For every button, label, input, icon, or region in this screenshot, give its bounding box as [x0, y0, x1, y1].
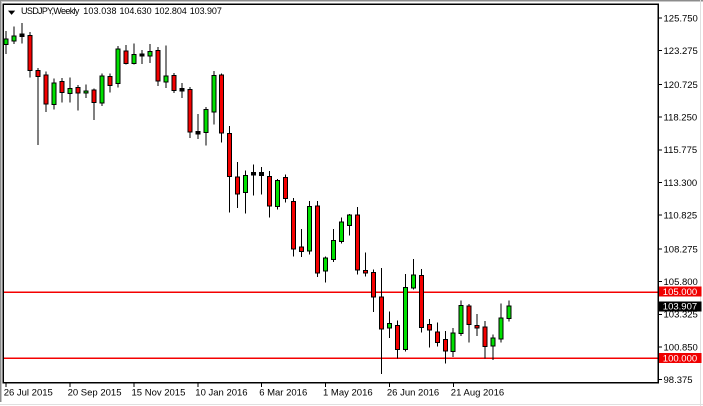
svg-text:10 Jan 2016: 10 Jan 2016	[195, 387, 247, 398]
svg-text:103.038: 103.038	[83, 6, 116, 16]
svg-text:103.325: 103.325	[664, 310, 698, 321]
svg-text:100.850: 100.850	[664, 342, 698, 353]
svg-text:102.804: 102.804	[155, 6, 187, 16]
svg-text:125.750: 125.750	[664, 13, 698, 24]
svg-text:103.907: 103.907	[663, 302, 697, 313]
svg-text:98.375: 98.375	[664, 375, 693, 386]
svg-text:105.800: 105.800	[664, 277, 698, 288]
svg-text:100.000: 100.000	[663, 353, 697, 364]
svg-text:1 May 2016: 1 May 2016	[323, 387, 373, 398]
svg-text:6 Mar 2016: 6 Mar 2016	[259, 387, 307, 398]
svg-text:103.907: 103.907	[190, 6, 222, 16]
svg-text:USDJPY,Weekly: USDJPY,Weekly	[21, 6, 80, 16]
svg-text:26 Jul 2015: 26 Jul 2015	[4, 387, 53, 398]
svg-text:118.250: 118.250	[664, 113, 698, 124]
svg-text:105.000: 105.000	[663, 287, 697, 298]
svg-text:120.725: 120.725	[664, 80, 698, 91]
svg-text:20 Sep 2015: 20 Sep 2015	[68, 387, 122, 398]
svg-text:21 Aug 2016: 21 Aug 2016	[451, 387, 504, 398]
svg-text:108.275: 108.275	[664, 244, 698, 255]
svg-text:15 Nov 2015: 15 Nov 2015	[132, 387, 186, 398]
svg-text:113.300: 113.300	[664, 178, 698, 189]
svg-text:26 Jun 2016: 26 Jun 2016	[387, 387, 439, 398]
svg-text:110.825: 110.825	[664, 211, 698, 222]
svg-text:123.275: 123.275	[664, 46, 698, 57]
svg-text:115.775: 115.775	[664, 145, 698, 156]
svg-text:104.630: 104.630	[120, 6, 152, 16]
